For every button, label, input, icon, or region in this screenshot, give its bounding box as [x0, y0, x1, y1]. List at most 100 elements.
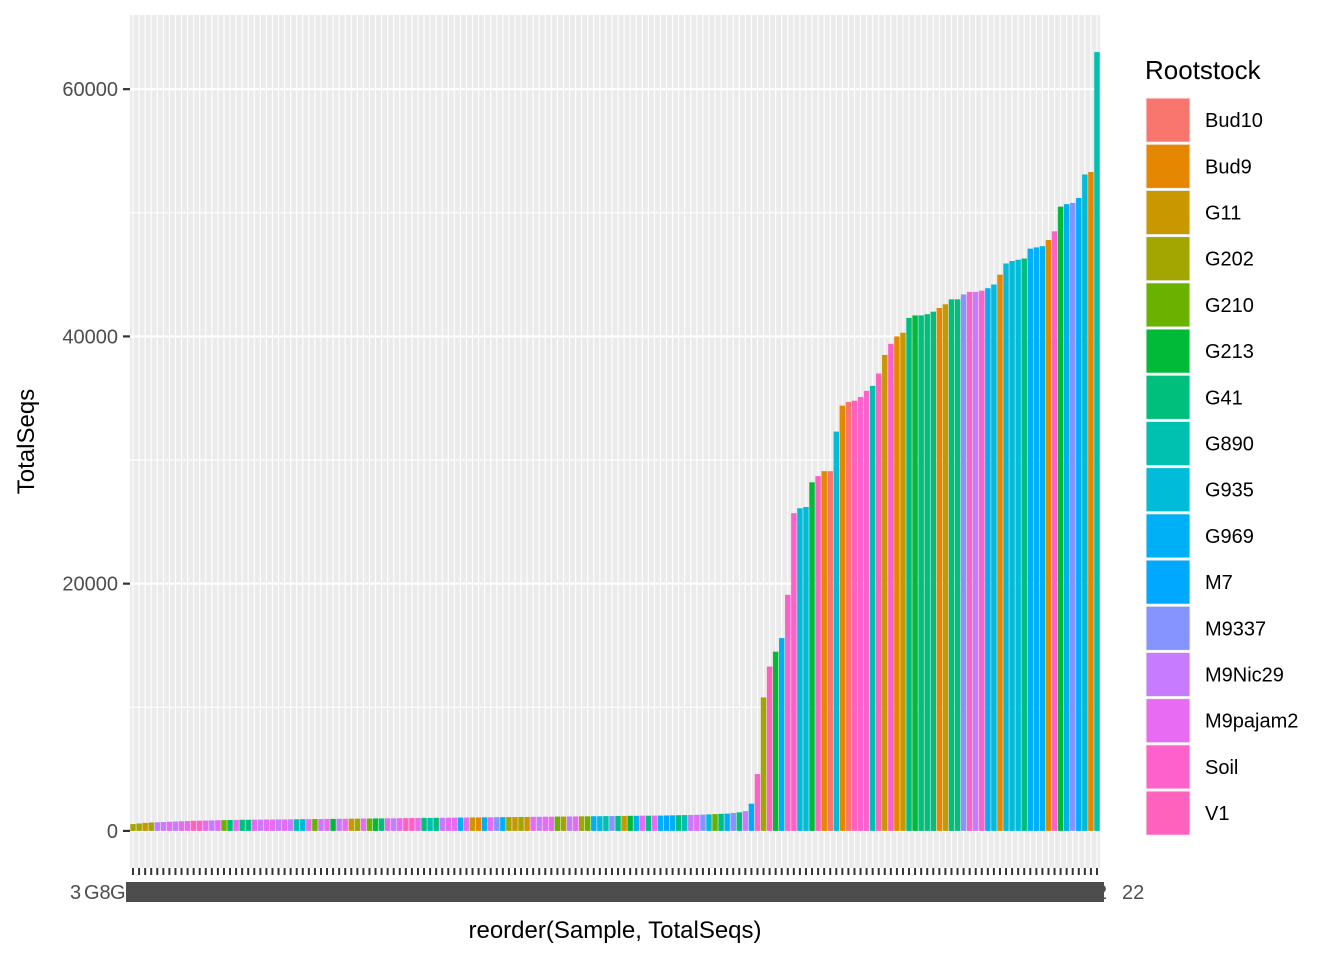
legend-label: V1 — [1205, 803, 1229, 825]
bar — [718, 813, 724, 831]
bar — [209, 820, 215, 831]
bar — [1094, 52, 1100, 831]
bar — [342, 818, 348, 831]
bar — [542, 816, 549, 831]
y-tick-label: 20000 — [62, 574, 118, 596]
bar — [560, 816, 567, 831]
bar — [500, 817, 506, 831]
bar — [1009, 261, 1015, 831]
bar — [518, 816, 524, 831]
bar — [245, 819, 251, 831]
bar — [172, 821, 179, 831]
bar — [833, 431, 840, 831]
legend-swatch — [1146, 652, 1190, 697]
bar — [839, 405, 846, 831]
bar — [694, 814, 700, 831]
bar — [390, 818, 397, 831]
legend-label: G11 — [1205, 203, 1241, 225]
bar — [827, 471, 833, 831]
bar — [494, 817, 500, 831]
bar — [681, 815, 688, 831]
bar — [724, 813, 730, 831]
bar — [985, 288, 991, 831]
legend-item-m9337: M9337 — [1144, 604, 1266, 652]
legend-label: G969 — [1205, 526, 1254, 548]
bar — [487, 817, 494, 831]
bar — [712, 814, 718, 831]
bar — [645, 815, 652, 831]
bar — [142, 822, 148, 831]
bar — [366, 818, 373, 831]
legend-swatch — [1146, 375, 1190, 419]
bar — [548, 816, 555, 831]
legend: Rootstock Bud10 Bud9 G11 G202 G210 G213 G41 G89… — [1144, 55, 1298, 837]
legend-item-g935: G935 — [1144, 466, 1254, 514]
bar — [936, 307, 943, 831]
bar — [1021, 258, 1027, 831]
bar — [688, 814, 694, 831]
bar — [857, 396, 864, 831]
legend-swatch — [1146, 421, 1190, 466]
bar — [669, 815, 676, 831]
bar — [639, 815, 646, 831]
legend-item-bud9: Bud9 — [1144, 142, 1252, 190]
bar — [851, 400, 858, 831]
bar — [1015, 259, 1021, 831]
legend-label: G890 — [1205, 434, 1254, 456]
legend-label: M9Nic29 — [1205, 665, 1284, 687]
bar — [979, 290, 985, 831]
legend-swatch — [1146, 791, 1190, 835]
bar — [754, 774, 761, 831]
bar — [657, 815, 664, 831]
x-tick-label: 22 — [1122, 882, 1144, 904]
bar — [184, 821, 191, 831]
bar — [239, 819, 245, 831]
legend-swatch — [1146, 560, 1190, 604]
bar — [615, 815, 621, 831]
bar — [293, 819, 300, 831]
bar — [178, 821, 185, 831]
bar — [336, 818, 342, 831]
bar — [809, 482, 815, 831]
legend-swatch — [1146, 237, 1190, 281]
bar — [966, 291, 973, 831]
bar — [760, 697, 767, 831]
legend-swatch — [1146, 606, 1190, 650]
legend-label: G213 — [1205, 341, 1254, 363]
legend-item-g210: G210 — [1144, 281, 1254, 329]
bar — [778, 638, 785, 831]
bar — [948, 299, 955, 831]
bar — [803, 507, 809, 831]
legend-swatch — [1146, 468, 1190, 512]
bar — [1033, 247, 1040, 831]
x-tick-labels-overlap — [126, 882, 1104, 902]
legend-item-v1: V1 — [1144, 789, 1229, 837]
bar — [233, 819, 239, 831]
bar — [378, 818, 385, 831]
x-tick-label: G — [110, 882, 126, 904]
legend-label: Bud10 — [1205, 110, 1263, 132]
bar — [900, 332, 906, 831]
legend-label: G41 — [1205, 387, 1243, 409]
legend-item-g890: G890 — [1144, 419, 1254, 468]
legend-swatch — [1146, 329, 1190, 373]
bar — [954, 299, 961, 831]
bar — [257, 819, 264, 831]
bar — [1063, 204, 1070, 831]
bar — [700, 814, 706, 831]
bar — [875, 373, 882, 831]
bar — [160, 822, 167, 831]
bar — [584, 816, 591, 831]
bar — [1057, 206, 1064, 831]
bar — [427, 817, 433, 831]
bar — [306, 819, 312, 831]
bar — [275, 819, 282, 831]
bar — [421, 817, 427, 831]
legend-label: G202 — [1205, 249, 1254, 271]
bar — [1076, 197, 1082, 831]
bar — [148, 822, 154, 831]
legend-item-g11: G11 — [1144, 188, 1241, 237]
bar — [251, 819, 258, 831]
bar — [991, 284, 997, 831]
bar — [512, 817, 518, 831]
